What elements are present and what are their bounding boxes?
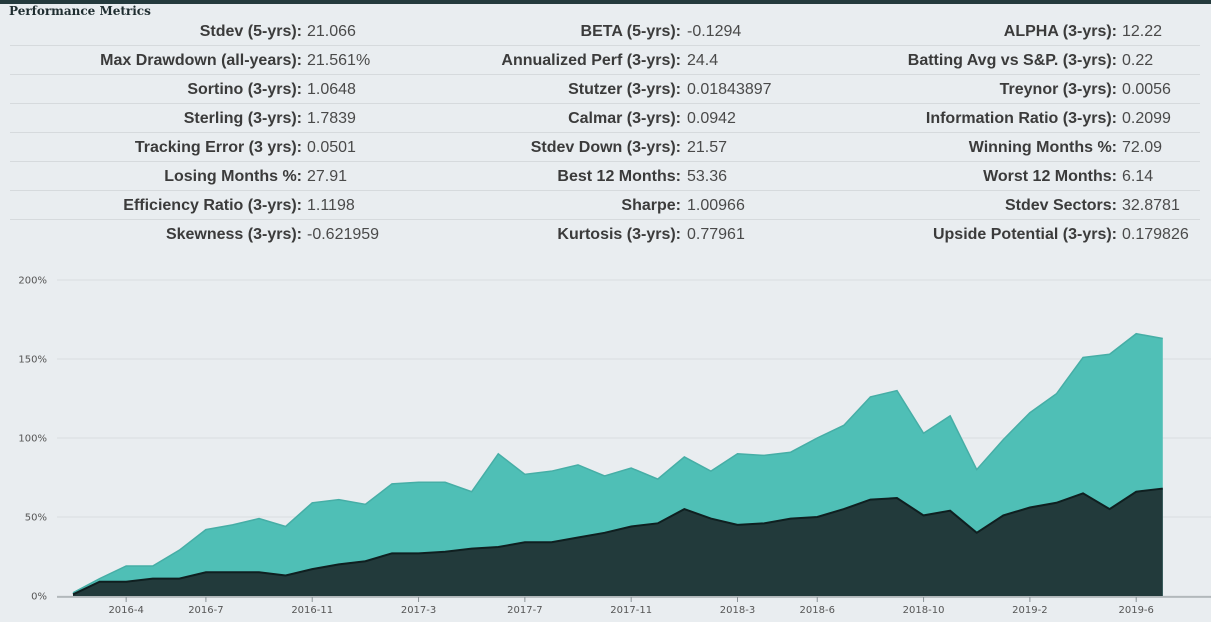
x-tick-label: 2017-7 — [507, 605, 542, 616]
metric-label: Stutzer (3-yrs): — [568, 81, 681, 98]
metric-label: Skewness (3-yrs): — [165, 226, 302, 243]
metric-value: 0.179826 — [1122, 226, 1189, 243]
metric-label: Batting Avg vs S&P. (3-yrs): — [907, 52, 1117, 69]
metric-value: -0.621959 — [307, 226, 380, 243]
metric-label: Efficiency Ratio (3-yrs): — [123, 197, 302, 214]
metric-label: Sharpe: — [621, 197, 681, 214]
x-tick-label: 2016-11 — [291, 605, 333, 616]
x-tick-label: 2018-10 — [903, 605, 945, 616]
metric-value: 1.1198 — [307, 197, 355, 214]
metric-label: Stdev Sectors: — [1004, 197, 1117, 214]
y-tick-label: 0% — [31, 592, 47, 603]
performance-area-chart: 0% 50% 100% 150% 200% 2016-4 2016-7 2016-11 2017… — [18, 276, 1211, 616]
metric-value: 12.22 — [1122, 23, 1163, 40]
metric-value: 0.0056 — [1122, 81, 1171, 98]
x-tick-label: 2018-6 — [800, 605, 835, 616]
y-tick-label: 100% — [18, 434, 47, 445]
metric-label: Calmar (3-yrs): — [568, 110, 681, 127]
metric-value: -0.1294 — [687, 23, 742, 40]
metric-value: 1.00966 — [687, 197, 745, 214]
metric-value: 21.57 — [687, 139, 728, 156]
metric-value: 27.91 — [307, 168, 348, 185]
metric-value: 0.22 — [1122, 52, 1154, 69]
metric-value: 21.066 — [307, 23, 356, 40]
metric-value: 6.14 — [1122, 168, 1154, 185]
x-tick-label: 2017-3 — [401, 605, 436, 616]
x-tick-label: 2016-7 — [188, 605, 223, 616]
metric-label: Tracking Error (3 yrs): — [134, 139, 302, 156]
metric-value: 0.01843897 — [687, 81, 772, 98]
metric-value: 1.0648 — [307, 81, 356, 98]
metric-value: 53.36 — [687, 168, 728, 185]
x-tick-label: 2016-4 — [108, 605, 143, 616]
section-title: Performance Metrics — [9, 4, 151, 18]
metrics-row: Stdev (5-yrs): 21.066 BETA (5-yrs): -0.1294… — [10, 17, 1200, 46]
x-tick-label: 2019-6 — [1118, 605, 1153, 616]
metric-label: Max Drawdown (all-years): — [100, 52, 302, 69]
x-tick-label: 2017-11 — [610, 605, 652, 616]
y-tick-label: 150% — [18, 355, 47, 366]
top-accent-bar — [0, 0, 1211, 4]
metric-value: 24.4 — [687, 52, 719, 69]
metric-value: 32.8781 — [1122, 197, 1180, 214]
x-tick-label: 2019-2 — [1012, 605, 1047, 616]
metric-label: Sortino (3-yrs): — [187, 81, 302, 98]
metrics-row: Efficiency Ratio (3-yrs): 1.1198 Sharpe: 1.… — [10, 191, 1200, 220]
metrics-row: Tracking Error (3 yrs): 0.0501 Stdev Down … — [10, 133, 1200, 162]
metric-value: 0.0501 — [307, 139, 356, 156]
y-tick-label: 200% — [18, 276, 47, 287]
metric-label: BETA (5-yrs): — [580, 23, 681, 40]
series-line-0 — [72, 332, 1163, 594]
metric-value: 0.2099 — [1122, 110, 1171, 127]
metric-label: Upside Potential (3-yrs): — [932, 226, 1117, 243]
metric-label: Losing Months %: — [164, 168, 302, 185]
metric-value: 0.77961 — [687, 226, 745, 243]
y-tick-label: 50% — [25, 513, 47, 524]
series-area-1 — [73, 488, 1163, 596]
metrics-row: Losing Months %: 27.91 Best 12 Months: 53.3… — [10, 162, 1200, 191]
metrics-table: Stdev (5-yrs): 21.066 BETA (5-yrs): -0.1294… — [10, 17, 1200, 249]
metric-value: 0.0942 — [687, 110, 736, 127]
metrics-row: Sterling (3-yrs): 1.7839 Calmar (3-yrs): 0.… — [10, 104, 1200, 133]
metric-label: Information Ratio (3-yrs): — [925, 110, 1117, 127]
metric-label: Stdev (5-yrs): — [199, 23, 302, 40]
metric-label: Stdev Down (3-yrs): — [530, 139, 681, 156]
metric-label: Kurtosis (3-yrs): — [557, 226, 681, 243]
metric-label: Annualized Perf (3-yrs): — [501, 52, 681, 69]
metric-label: ALPHA (3-yrs): — [1003, 23, 1117, 40]
metric-label: Best 12 Months: — [557, 168, 681, 185]
metric-label: Winning Months %: — [968, 139, 1117, 156]
metric-value: 1.7839 — [307, 110, 356, 127]
series-line-1 — [72, 487, 1163, 596]
metric-label: Treynor (3-yrs): — [999, 81, 1117, 98]
metric-label: Sterling (3-yrs): — [183, 110, 302, 127]
x-tick-label: 2018-3 — [720, 605, 755, 616]
metric-value: 72.09 — [1122, 139, 1163, 156]
metric-value: 21.561% — [307, 52, 371, 69]
metric-label: Worst 12 Months: — [983, 168, 1117, 185]
metrics-row: Sortino (3-yrs): 1.0648 Stutzer (3-yrs): 0.… — [10, 75, 1200, 104]
metrics-row: Max Drawdown (all-years): 21.561% Annualiz… — [10, 46, 1200, 75]
metrics-row: Skewness (3-yrs): -0.621959 Kurtosis (3-yr… — [10, 220, 1200, 249]
